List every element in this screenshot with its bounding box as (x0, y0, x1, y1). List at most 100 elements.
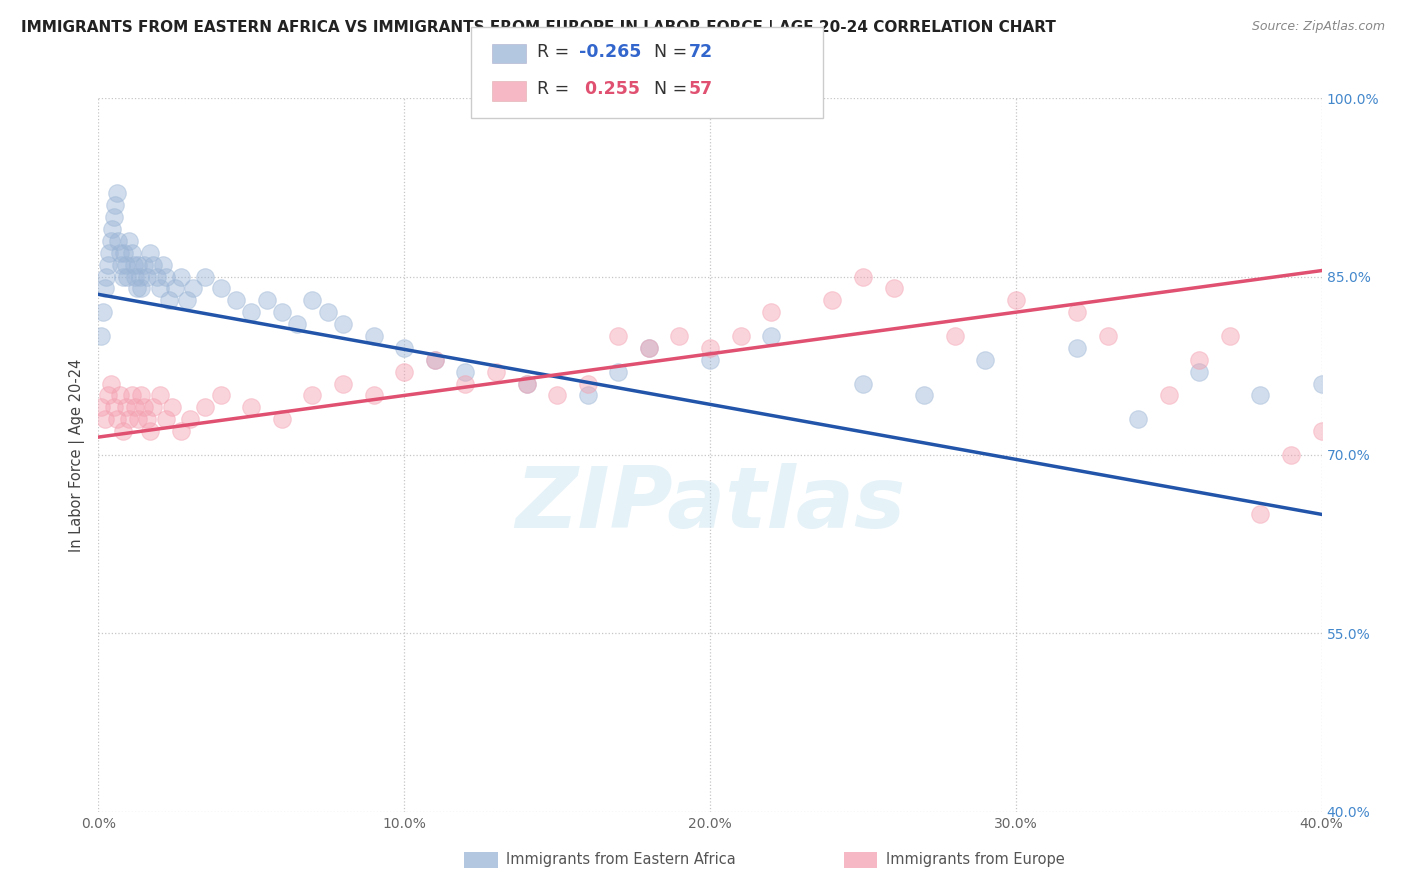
Point (423, 352, 446, 367)
Point (98, 245, 121, 260)
Point (638, 341, 661, 355)
Point (121, 245, 143, 260)
Point (129, 281, 152, 295)
Point (1157, 388, 1180, 402)
Point (129, 388, 152, 402)
Point (155, 269, 177, 284)
Point (1066, 341, 1088, 355)
Point (142, 401, 165, 415)
Point (883, 281, 905, 295)
Point (454, 365, 477, 379)
Point (118, 412, 141, 426)
Text: ZIPatlas: ZIPatlas (515, 463, 905, 547)
Text: N =: N = (654, 80, 693, 98)
Point (423, 352, 446, 367)
Point (111, 424, 134, 438)
Point (104, 198, 127, 212)
Point (117, 269, 139, 284)
Point (1250, 388, 1272, 402)
Point (332, 317, 354, 331)
Point (115, 401, 138, 415)
Point (1279, 448, 1302, 462)
Point (124, 269, 146, 284)
Text: R =: R = (537, 43, 575, 61)
Point (256, 293, 278, 308)
Point (485, 365, 508, 379)
Point (103, 401, 125, 415)
Point (1372, 543, 1395, 558)
Point (121, 388, 143, 402)
Point (134, 401, 156, 415)
Point (1310, 424, 1333, 438)
Point (638, 341, 661, 355)
Point (194, 269, 217, 284)
Point (240, 305, 263, 319)
Point (301, 293, 323, 308)
Point (454, 376, 477, 391)
Point (516, 376, 538, 391)
Point (1128, 412, 1150, 426)
Point (392, 365, 416, 379)
Point (134, 258, 156, 272)
Point (90, 401, 112, 415)
Text: Source: ZipAtlas.com: Source: ZipAtlas.com (1251, 20, 1385, 33)
Point (761, 305, 783, 319)
Text: N =: N = (654, 43, 693, 61)
Point (105, 186, 128, 201)
Point (392, 341, 416, 355)
Point (136, 269, 159, 284)
Point (110, 258, 132, 272)
Point (105, 412, 128, 426)
Point (97, 388, 120, 402)
Point (1310, 376, 1333, 391)
Point (101, 222, 124, 236)
Point (301, 388, 323, 402)
Point (761, 329, 783, 343)
Point (170, 424, 193, 438)
Point (852, 376, 875, 391)
Point (1188, 365, 1211, 379)
Text: IMMIGRANTS FROM EASTERN AFRICA VS IMMIGRANTS FROM EUROPE IN LABOR FORCE | AGE 20: IMMIGRANTS FROM EASTERN AFRICA VS IMMIGR… (21, 20, 1056, 36)
Point (100, 376, 122, 391)
Point (181, 281, 204, 295)
Point (111, 269, 134, 284)
Point (139, 424, 162, 438)
Point (149, 388, 172, 402)
Point (176, 293, 198, 308)
Point (139, 245, 162, 260)
Point (607, 365, 630, 379)
Point (170, 269, 193, 284)
Point (145, 269, 167, 284)
Point (194, 401, 217, 415)
Point (821, 293, 844, 308)
Point (93, 412, 115, 426)
Text: 72: 72 (689, 43, 713, 61)
Text: 0.255: 0.255 (579, 80, 640, 98)
Point (1097, 329, 1119, 343)
Point (1402, 401, 1406, 415)
Point (142, 258, 165, 272)
Point (1004, 293, 1026, 308)
Point (127, 258, 149, 272)
Point (1219, 329, 1241, 343)
Y-axis label: In Labor Force | Age 20-24: In Labor Force | Age 20-24 (69, 359, 86, 551)
Point (90, 329, 112, 343)
Point (163, 281, 186, 295)
Point (209, 281, 232, 295)
Point (136, 412, 159, 426)
Point (97, 258, 120, 272)
Point (699, 341, 721, 355)
Point (179, 412, 201, 426)
Point (152, 258, 174, 272)
Point (93, 281, 115, 295)
Point (1188, 352, 1211, 367)
Point (912, 388, 935, 402)
Point (108, 388, 131, 402)
Point (1066, 305, 1088, 319)
Text: Immigrants from Europe: Immigrants from Europe (886, 853, 1064, 867)
Point (128, 269, 150, 284)
Point (332, 376, 354, 391)
Point (270, 305, 294, 319)
Point (240, 401, 263, 415)
Point (699, 352, 721, 367)
